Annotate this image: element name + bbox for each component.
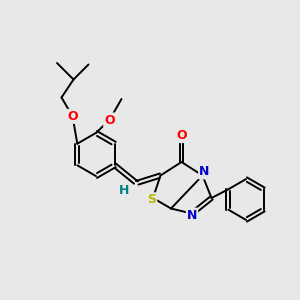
Text: S: S <box>147 193 156 206</box>
Text: O: O <box>104 113 115 127</box>
Text: N: N <box>199 165 209 178</box>
Text: H: H <box>119 184 129 197</box>
Text: O: O <box>67 110 78 123</box>
Text: N: N <box>187 208 197 222</box>
Text: O: O <box>176 129 187 142</box>
